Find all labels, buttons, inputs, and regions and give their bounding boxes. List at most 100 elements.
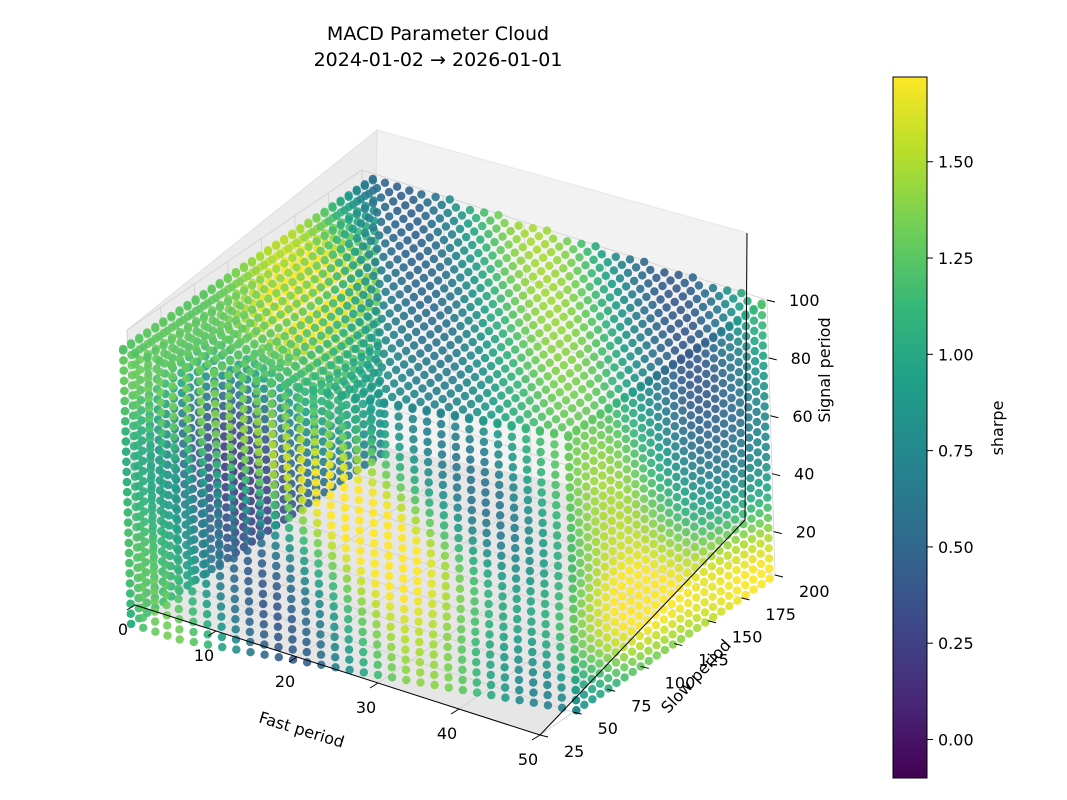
data-point — [274, 642, 283, 652]
data-point — [260, 285, 269, 294]
data-point — [705, 481, 714, 490]
data-point — [574, 412, 583, 421]
data-point — [203, 620, 212, 629]
data-point — [183, 325, 192, 334]
data-point — [162, 601, 171, 610]
data-point — [254, 437, 263, 447]
data-point — [315, 345, 324, 354]
data-point — [383, 322, 392, 332]
data-point — [342, 564, 351, 573]
data-point — [644, 636, 653, 645]
data-point — [197, 407, 206, 416]
data-point — [561, 347, 570, 356]
data-point — [151, 322, 160, 332]
data-point — [236, 337, 245, 347]
data-point — [239, 414, 248, 424]
data-point — [751, 387, 761, 396]
data-point — [135, 333, 144, 343]
data-point — [714, 291, 724, 301]
data-point — [441, 592, 451, 601]
data-point — [214, 511, 223, 520]
data-point — [420, 370, 429, 380]
data-point — [437, 440, 446, 449]
data-point — [278, 345, 287, 354]
data-point — [586, 634, 595, 643]
data-point — [586, 379, 595, 388]
data-point — [662, 303, 671, 312]
data-point — [421, 211, 430, 221]
data-point — [596, 420, 605, 430]
data-point — [255, 478, 264, 487]
data-point — [287, 625, 297, 634]
data-point — [498, 232, 507, 241]
data-point — [331, 334, 340, 343]
data-point — [228, 534, 238, 543]
data-point — [578, 639, 587, 649]
data-point — [658, 585, 668, 594]
data-point — [397, 276, 406, 286]
data-point — [268, 279, 277, 288]
data-point — [425, 281, 435, 291]
data-point — [636, 333, 645, 342]
data-point — [490, 237, 499, 247]
data-point — [476, 283, 485, 293]
data-point — [578, 629, 587, 639]
data-point — [629, 429, 639, 438]
data-point — [413, 577, 422, 586]
data-point — [219, 312, 229, 321]
colorbar-tick-label: 1.50 — [938, 153, 974, 172]
data-point — [191, 343, 200, 353]
data-point — [545, 310, 554, 319]
data-point — [339, 463, 348, 472]
data-point — [468, 386, 478, 395]
data-point — [349, 309, 358, 319]
data-point — [311, 478, 321, 487]
data-point — [341, 363, 350, 373]
data-point — [371, 258, 380, 267]
data-point — [500, 683, 510, 692]
data-point — [358, 242, 368, 251]
data-point — [243, 566, 253, 576]
data-point — [470, 372, 480, 382]
data-point — [260, 425, 270, 434]
data-point — [316, 640, 325, 649]
data-point — [389, 197, 398, 206]
data-point — [383, 521, 392, 530]
data-point — [483, 579, 493, 588]
data-point — [466, 475, 476, 485]
data-point — [702, 379, 711, 389]
data-point — [524, 506, 533, 515]
data-point — [675, 604, 685, 613]
data-point — [641, 555, 650, 564]
data-point — [359, 440, 369, 449]
data-point — [185, 496, 194, 505]
data-point — [454, 523, 463, 533]
data-point — [759, 371, 768, 381]
data-point — [552, 531, 562, 540]
data-point — [737, 469, 747, 478]
data-point — [691, 583, 701, 592]
data-point — [339, 377, 348, 386]
data-point — [131, 360, 140, 369]
data-point — [363, 360, 372, 370]
data-point — [588, 366, 597, 375]
data-point — [183, 435, 193, 444]
data-point — [213, 490, 222, 500]
data-point — [631, 490, 640, 499]
data-point — [421, 308, 431, 318]
data-point — [571, 685, 580, 695]
data-point — [223, 543, 232, 553]
data-point — [648, 499, 657, 508]
data-point — [529, 321, 538, 330]
data-point — [555, 291, 564, 300]
data-point — [625, 556, 634, 565]
data-point — [550, 460, 560, 469]
data-point — [639, 464, 648, 473]
data-point — [398, 564, 408, 573]
data-point — [674, 319, 684, 328]
data-point — [210, 389, 219, 398]
data-point — [412, 556, 422, 566]
data-point — [550, 440, 559, 449]
data-point — [256, 528, 266, 538]
data-point — [482, 291, 491, 301]
